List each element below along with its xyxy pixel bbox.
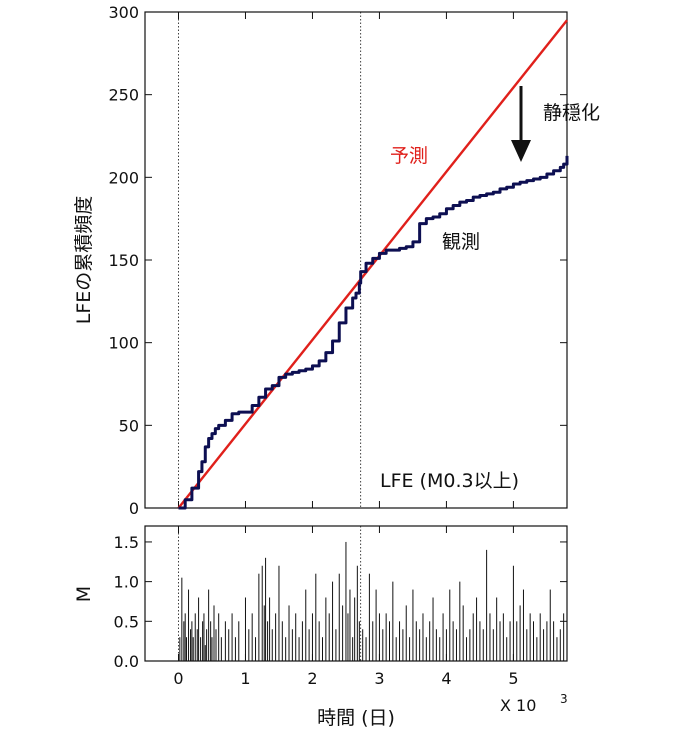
x-tick-label: 3 bbox=[374, 669, 384, 688]
x-tick-label: 2 bbox=[307, 669, 317, 688]
magnitude-bars bbox=[179, 541, 565, 661]
magnitude-y-tick-label: 0.0 bbox=[114, 652, 139, 671]
cumulative-y-tick-label: 250 bbox=[108, 86, 139, 105]
magnitude-y-axis-ticks: 0.0 0.5 1.0 1.5 bbox=[114, 533, 567, 671]
cumulative-y-tick-label: 150 bbox=[108, 251, 139, 270]
cumulative-y-tick-label: 300 bbox=[108, 3, 139, 22]
cumulative-y-axis-ticks: 0 50 100 150 200 250 300 bbox=[108, 3, 567, 518]
cumulative-reference-lines bbox=[178, 12, 362, 508]
x-tick-label: 1 bbox=[240, 669, 250, 688]
cumulative-y-axis-label: LFEの累積頻度 bbox=[73, 196, 95, 325]
magnitude-plot-frame bbox=[144, 525, 568, 662]
magnitude-x-axis-ticks: 0 1 2 3 4 5 bbox=[173, 526, 519, 688]
x-tick-label: 5 bbox=[508, 669, 518, 688]
x-tick-label: 0 bbox=[173, 669, 183, 688]
magnitude-reference-lines bbox=[178, 526, 362, 661]
x-axis-multiplier: X 10 bbox=[500, 696, 536, 715]
magnitude-y-tick-label: 1.0 bbox=[114, 573, 139, 592]
cumulative-series bbox=[177, 19, 569, 510]
observation-line bbox=[178, 155, 569, 510]
x-axis-label: 時間 (日) bbox=[317, 707, 395, 729]
quiescence-arrow bbox=[511, 86, 531, 162]
magnitude-y-tick-label: 1.5 bbox=[114, 533, 139, 552]
observation-series-label: 観測 bbox=[442, 231, 480, 253]
inset-label: LFE (M0.3以上) bbox=[380, 470, 519, 492]
magnitude-y-tick-label: 0.5 bbox=[114, 612, 139, 631]
x-tick-label: 4 bbox=[441, 669, 451, 688]
cumulative-y-tick-label: 200 bbox=[108, 168, 139, 187]
cumulative-panel: 0 50 100 150 200 250 300 LFEの累積頻度 予測 観測 静穏化 LF… bbox=[73, 3, 600, 518]
prediction-series-label: 予測 bbox=[390, 145, 428, 167]
magnitude-panel: 0.0 0.5 1.0 1.5 0 1 2 3 4 5 M 時間 (日) X 10 3 bbox=[73, 525, 568, 729]
cumulative-plot-frame bbox=[144, 11, 568, 509]
cumulative-y-tick-label: 0 bbox=[129, 499, 139, 518]
x-axis-multiplier-exponent: 3 bbox=[560, 692, 568, 706]
cumulative-y-tick-label: 50 bbox=[119, 416, 139, 435]
magnitude-y-axis-label: M bbox=[73, 586, 95, 602]
cumulative-y-tick-label: 100 bbox=[108, 334, 139, 353]
quiescence-annotation: 静穏化 bbox=[543, 102, 600, 124]
